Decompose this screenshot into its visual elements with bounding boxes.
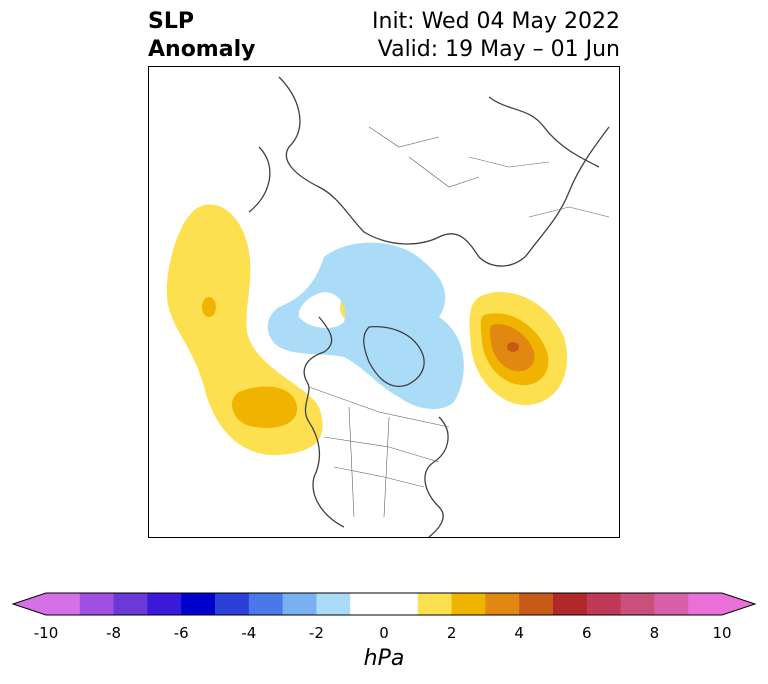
map-title: SLP Anomaly bbox=[148, 8, 255, 64]
colorbar-segment bbox=[215, 593, 250, 615]
colorbar-segment bbox=[451, 593, 486, 615]
coastlines bbox=[248, 76, 610, 537]
colorbar-segments bbox=[46, 593, 723, 615]
colorbar-segment bbox=[113, 593, 148, 615]
positive-anomaly-east bbox=[469, 291, 568, 406]
colorbar bbox=[11, 592, 757, 616]
colorbar-tick-label: 6 bbox=[582, 624, 592, 642]
colorbar-segment bbox=[553, 593, 588, 615]
title-line-1: SLP bbox=[148, 9, 194, 34]
colorbar-segment bbox=[350, 593, 385, 615]
colorbar-outline bbox=[11, 592, 757, 616]
colorbar-tick-label: 2 bbox=[446, 624, 457, 642]
colorbar-segment bbox=[586, 593, 622, 615]
colorbar-tick-label: -6 bbox=[173, 624, 189, 642]
colorbar-tick-label: 0 bbox=[379, 624, 389, 642]
colorbar-tick-label: -10 bbox=[33, 624, 59, 642]
colorbar-segment bbox=[79, 593, 115, 615]
colorbar-segment bbox=[688, 593, 723, 615]
colorbar-tick-label: -4 bbox=[241, 624, 257, 642]
colorbar-min-extend bbox=[13, 593, 46, 615]
colorbar-segment bbox=[248, 593, 284, 615]
colorbar-unit: hPa bbox=[363, 646, 405, 671]
date-info: Init: Wed 04 May 2022 Valid: 19 May – 01… bbox=[372, 8, 620, 64]
map-canvas bbox=[166, 76, 610, 537]
colorbar-segment bbox=[519, 593, 554, 615]
title-line-2: Anomaly bbox=[148, 37, 256, 62]
positive-anomaly-west bbox=[166, 204, 323, 456]
colorbar-segment bbox=[147, 593, 182, 615]
colorbar-max-extend bbox=[722, 593, 755, 615]
colorbar-tick-label: 8 bbox=[649, 624, 660, 642]
colorbar-segment bbox=[181, 593, 216, 615]
colorbar-tick-label: 10 bbox=[712, 624, 732, 642]
colorbar-segment bbox=[282, 593, 317, 615]
colorbar-segment bbox=[316, 593, 351, 615]
negative-anomaly-arctic bbox=[267, 242, 464, 409]
valid-period: Valid: 19 May – 01 Jun bbox=[377, 37, 620, 62]
init-date: Init: Wed 04 May 2022 bbox=[372, 9, 620, 34]
colorbar-segment bbox=[485, 593, 520, 615]
colorbar-tick-label: -2 bbox=[308, 624, 324, 642]
colorbar-segment bbox=[654, 593, 689, 615]
borders bbox=[308, 126, 610, 518]
colorbar-segment bbox=[46, 593, 81, 615]
colorbar-segment bbox=[384, 593, 419, 615]
colorbar-tick-label: 4 bbox=[514, 624, 524, 642]
colorbar-tick-label: -8 bbox=[106, 624, 122, 642]
colorbar-segment bbox=[417, 593, 453, 615]
map-panel bbox=[148, 66, 620, 538]
colorbar-segment bbox=[620, 593, 655, 615]
